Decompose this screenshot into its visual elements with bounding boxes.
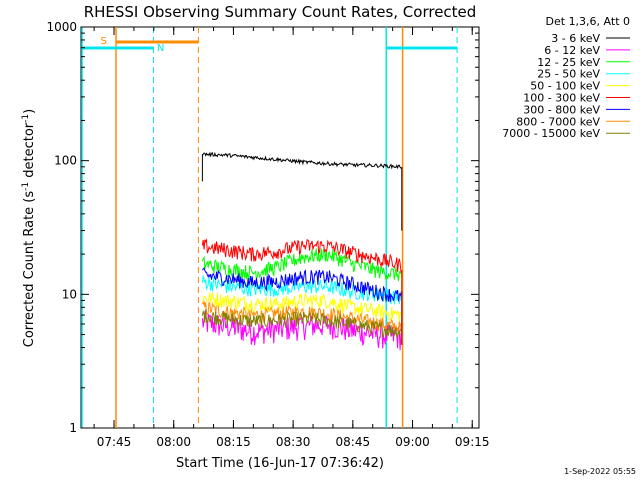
x-axis-label: Start Time (16-Jun-17 07:36:42): [176, 456, 384, 471]
x-axis-ticks: 07:45 08:00 08:15 08:30 08:45 09:00 09:15: [93, 27, 490, 449]
night-marker-label: N: [157, 43, 164, 54]
legend-label: 12 - 25 keV: [537, 56, 600, 69]
y-tick-label: 1000: [46, 20, 77, 34]
observing-markers: SN: [81, 27, 458, 428]
y-tick-label: 10: [62, 287, 77, 301]
series-3-6-kev: [201, 151, 403, 231]
legend-header: Det 1,3,6, Att 0: [546, 15, 630, 28]
series-800-7000-kev: [201, 300, 403, 345]
y-axis-ticks: 1 10 100 1000: [46, 20, 479, 435]
saa-marker-label: S: [101, 36, 107, 47]
x-tick-label: 08:30: [276, 435, 311, 449]
x-tick-label: 08:00: [156, 435, 191, 449]
legend-label: 6 - 12 keV: [544, 44, 600, 57]
series-50-100-kev: [201, 292, 403, 345]
series-12-25-kev: [201, 248, 403, 345]
legend-label: 50 - 100 keV: [530, 80, 600, 93]
x-tick-label: 08:15: [216, 435, 251, 449]
chart-title: RHESSI Observing Summary Count Rates, Co…: [84, 3, 477, 21]
x-tick-label: 09:15: [455, 435, 490, 449]
legend-label: 25 - 50 keV: [537, 68, 600, 81]
series-lines: [201, 151, 403, 351]
series-300-800-kev: [202, 266, 403, 345]
y-tick-label: 1: [69, 421, 77, 435]
y-axis-label: Corrected Count Rate (s-1 detector-1): [21, 109, 37, 347]
generation-timestamp: 1-Sep-2022 05:55: [564, 467, 636, 476]
x-tick-label: 07:45: [97, 435, 132, 449]
legend-label: 300 - 800 keV: [523, 103, 600, 116]
legend-label: 7000 - 15000 keV: [502, 127, 600, 140]
legend-label: 800 - 7000 keV: [516, 115, 600, 128]
x-tick-label: 09:00: [395, 435, 430, 449]
series-100-300-kev: [201, 238, 403, 345]
plot-frame: [80, 26, 480, 429]
series-7000-15000-kev: [201, 309, 403, 345]
y-tick-label: 100: [54, 154, 77, 168]
legend-label: 100 - 300 keV: [523, 92, 600, 105]
legend-label: 3 - 6 keV: [551, 32, 600, 45]
x-tick-label: 08:45: [336, 435, 371, 449]
